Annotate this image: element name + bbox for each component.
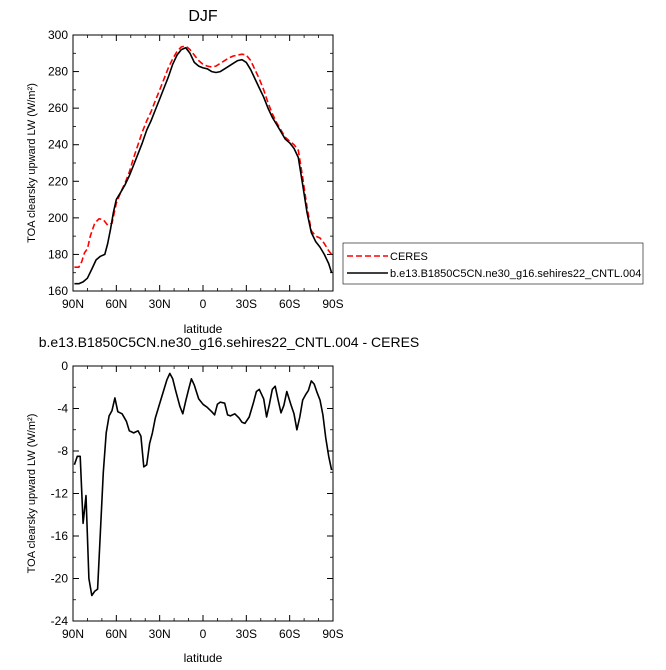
bottom-y-tick-label: -4: [57, 402, 68, 416]
top-plot-frame: [72, 34, 334, 292]
bottom-x-tick-label: 30N: [149, 627, 171, 641]
top-y-tick-label: 160: [48, 284, 68, 298]
top-x-tick-label: 90S: [322, 297, 343, 311]
top-x-tick-label: 90N: [62, 297, 84, 311]
legend-label-ceres: CERES: [390, 251, 428, 263]
bottom-x-tick-label: 0: [200, 627, 207, 641]
top-y-tick-label: 200: [48, 211, 68, 225]
top-chart-title: DJF: [188, 8, 218, 25]
legend-box: [342, 242, 644, 285]
top-x-tick-label: 60N: [105, 297, 127, 311]
top-y-tick-label: 280: [48, 65, 68, 79]
top-y-tick-label: 220: [48, 174, 68, 188]
top-y-tick-label: 180: [48, 247, 68, 261]
bottom-y-tick-label: -12: [51, 487, 69, 501]
legend: CERES b.e13.B1850C5CN.ne30_g16.sehires22…: [342, 242, 644, 285]
top-y-tick-label: 300: [48, 28, 68, 42]
bottom-chart-title: b.e13.B1850C5CN.ne30_g16.sehires22_CNTL.…: [39, 334, 420, 350]
top-x-tick-label: 0: [200, 297, 207, 311]
top-y-tick-label: 260: [48, 101, 68, 115]
bottom-series-line-0: [73, 372, 333, 597]
bottom-x-tick-label: 60N: [105, 627, 127, 641]
bottom-y-tick-label: -8: [57, 444, 68, 458]
bottom-y-tick-label: -16: [51, 529, 69, 543]
legend-label-model: b.e13.B1850C5CN.ne30_g16.sehires22_CNTL.…: [390, 268, 641, 280]
top-x-axis-label: latitude: [184, 322, 223, 336]
top-panel: DJF latitude 90N 60N 30N 0 30S 60S 90S 160 180 20…: [26, 8, 344, 336]
bottom-y-tick-label: -20: [51, 572, 69, 586]
top-y-tick-label: 240: [48, 138, 68, 152]
bottom-y-tick-label: -24: [51, 614, 69, 628]
bottom-x-tick-label: 90S: [322, 627, 343, 641]
bottom-y-axis-label-text: TOA clearsky upward LW (W/m²): [26, 414, 38, 574]
top-series-line-1: [74, 47, 333, 285]
top-x-tick-label: 60S: [279, 297, 300, 311]
top-x-tick-label: 30S: [236, 297, 257, 311]
bottom-x-tick-label: 90N: [62, 627, 84, 641]
bottom-panel: b.e13.B1850C5CN.ne30_g16.sehires22_CNTL.…: [26, 334, 419, 665]
bottom-x-axis-label: latitude: [184, 651, 223, 665]
top-series-line-0: [74, 45, 333, 268]
bottom-x-tick-label: 30S: [236, 627, 257, 641]
top-y-axis-label-text: TOA clearsky upward LW (W/m²): [26, 83, 38, 243]
bottom-y-tick-label: 0: [61, 359, 68, 373]
bottom-x-tick-label: 60S: [279, 627, 300, 641]
top-x-tick-label: 30N: [149, 297, 171, 311]
